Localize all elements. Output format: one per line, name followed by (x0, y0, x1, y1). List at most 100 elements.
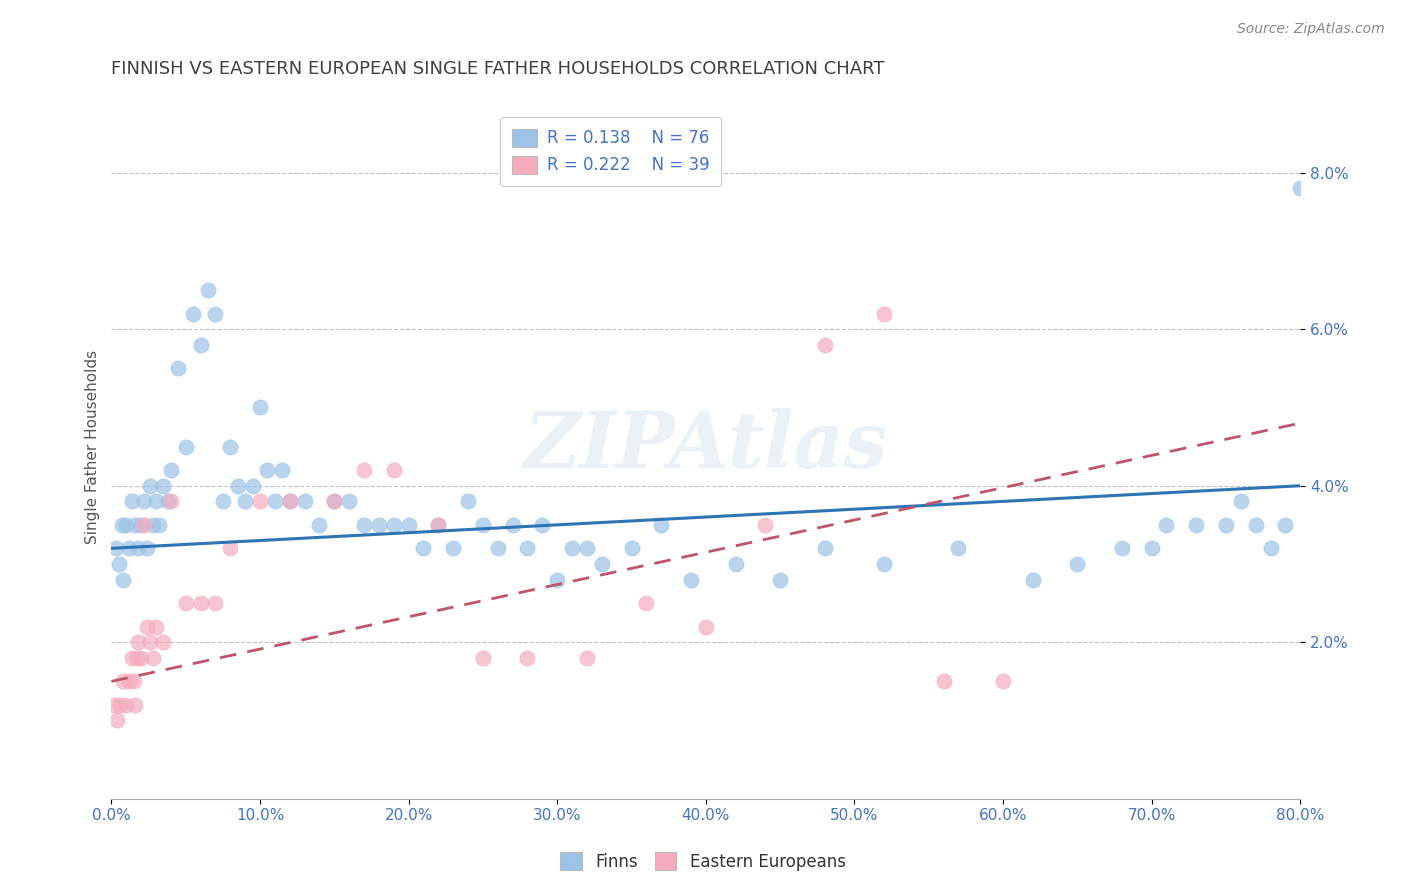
Point (575, 541, 598, 556)
Point (212, 494, 235, 508)
Point (103, 698, 125, 712)
Point (516, 651, 538, 665)
Point (249, 401, 271, 415)
Point (1140, 541, 1163, 556)
Point (190, 338, 212, 352)
Point (219, 440, 242, 454)
Point (112, 573, 135, 587)
Point (105, 714, 128, 728)
Point (695, 619, 717, 633)
Point (129, 651, 152, 665)
Text: Source: ZipAtlas.com: Source: ZipAtlas.com (1237, 22, 1385, 37)
Point (620, 541, 643, 556)
Point (427, 517, 450, 532)
Text: ZIPAtlas: ZIPAtlas (523, 409, 889, 485)
Point (1022, 573, 1045, 587)
Point (353, 517, 375, 532)
Point (308, 517, 330, 532)
Point (122, 674, 145, 689)
Point (256, 463, 278, 477)
Point (278, 494, 301, 508)
Point (873, 307, 896, 321)
Point (125, 651, 148, 665)
Text: FINNISH VS EASTERN EUROPEAN SINGLE FATHER HOUSEHOLDS CORRELATION CHART: FINNISH VS EASTERN EUROPEAN SINGLE FATHE… (111, 60, 884, 78)
Point (754, 517, 776, 532)
Point (471, 517, 494, 532)
Point (249, 494, 271, 508)
Point (516, 541, 538, 556)
Point (124, 698, 146, 712)
Point (142, 651, 165, 665)
Point (412, 541, 434, 556)
Point (531, 517, 554, 532)
Point (167, 361, 190, 376)
Point (112, 674, 135, 689)
Point (353, 463, 375, 477)
Point (367, 517, 389, 532)
Point (152, 479, 174, 493)
Point (1260, 541, 1282, 556)
Point (121, 494, 143, 508)
Point (591, 557, 613, 571)
Point (181, 307, 204, 321)
Point (145, 619, 167, 633)
Point (121, 651, 143, 665)
Point (814, 338, 837, 352)
Y-axis label: Single Father Households: Single Father Households (86, 350, 100, 543)
Point (108, 557, 131, 571)
Point (204, 307, 226, 321)
Point (160, 494, 183, 508)
Point (174, 596, 197, 610)
Point (561, 541, 583, 556)
Point (769, 573, 792, 587)
Point (127, 541, 149, 556)
Point (136, 619, 159, 633)
Point (679, 573, 702, 587)
Point (136, 541, 159, 556)
Legend: R = 0.138    N = 76, R = 0.222    N = 39: R = 0.138 N = 76, R = 0.222 N = 39 (501, 117, 721, 186)
Point (139, 635, 162, 649)
Point (1111, 541, 1133, 556)
Point (1289, 181, 1312, 195)
Point (486, 541, 509, 556)
Point (1156, 517, 1178, 532)
Point (382, 517, 405, 532)
Point (233, 494, 256, 508)
Point (174, 440, 197, 454)
Point (323, 494, 346, 508)
Point (219, 541, 242, 556)
Point (427, 517, 450, 532)
Point (271, 463, 294, 477)
Point (1185, 517, 1208, 532)
Point (502, 517, 524, 532)
Point (991, 674, 1014, 689)
Point (382, 463, 405, 477)
Legend: Finns, Eastern Europeans: Finns, Eastern Europeans (553, 844, 853, 880)
Point (132, 494, 155, 508)
Point (148, 517, 170, 532)
Point (337, 494, 360, 508)
Point (948, 541, 970, 556)
Point (724, 557, 747, 571)
Point (814, 541, 837, 556)
Point (932, 674, 955, 689)
Point (1229, 494, 1251, 508)
Point (546, 573, 568, 587)
Point (650, 517, 672, 532)
Point (160, 463, 183, 477)
Point (323, 494, 346, 508)
Point (1066, 557, 1088, 571)
Point (152, 635, 174, 649)
Point (110, 698, 132, 712)
Point (204, 596, 226, 610)
Point (294, 494, 316, 508)
Point (1244, 517, 1267, 532)
Point (142, 517, 165, 532)
Point (139, 479, 162, 493)
Point (263, 494, 285, 508)
Point (278, 494, 301, 508)
Point (132, 517, 155, 532)
Point (575, 651, 598, 665)
Point (124, 517, 146, 532)
Point (127, 635, 149, 649)
